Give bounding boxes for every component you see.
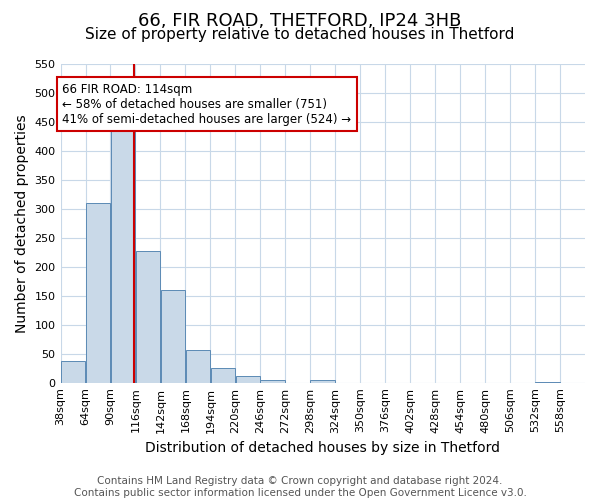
X-axis label: Distribution of detached houses by size in Thetford: Distribution of detached houses by size …	[145, 441, 500, 455]
Text: Contains HM Land Registry data © Crown copyright and database right 2024.
Contai: Contains HM Land Registry data © Crown c…	[74, 476, 526, 498]
Bar	[185, 350, 210, 382]
Text: 66 FIR ROAD: 114sqm
← 58% of detached houses are smaller (751)
41% of semi-detac: 66 FIR ROAD: 114sqm ← 58% of detached ho…	[62, 82, 352, 126]
Bar	[236, 376, 260, 382]
Text: Size of property relative to detached houses in Thetford: Size of property relative to detached ho…	[85, 28, 515, 42]
Bar	[61, 360, 85, 382]
Bar	[310, 380, 335, 382]
Bar	[211, 368, 235, 382]
Y-axis label: Number of detached properties: Number of detached properties	[15, 114, 29, 332]
Bar	[110, 118, 136, 382]
Bar	[136, 250, 160, 382]
Bar	[161, 290, 185, 382]
Text: 66, FIR ROAD, THETFORD, IP24 3HB: 66, FIR ROAD, THETFORD, IP24 3HB	[139, 12, 461, 30]
Bar	[86, 203, 110, 382]
Bar	[260, 380, 285, 382]
